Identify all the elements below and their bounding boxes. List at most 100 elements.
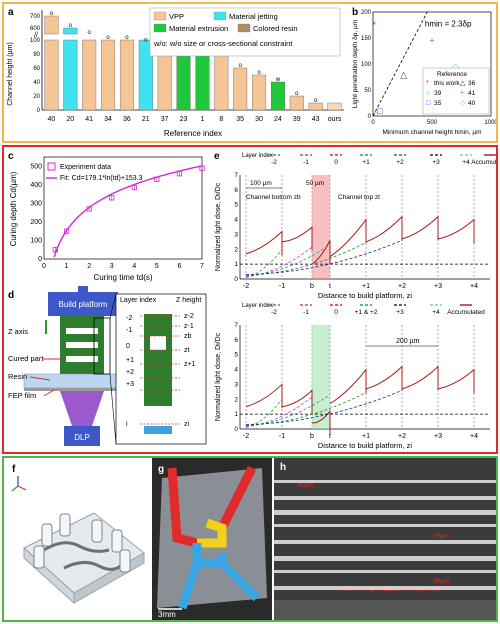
bar-40	[44, 39, 59, 111]
dose-x-tick: b	[310, 283, 314, 290]
bar-1	[195, 53, 210, 111]
dose-y-tick: 2	[234, 246, 238, 253]
curing-x-tick: 3	[110, 263, 114, 270]
layer-dose-curve	[245, 240, 403, 275]
legend-entry: this work	[434, 80, 460, 87]
legend-label: VPP	[169, 12, 184, 21]
legend-note: w/o: w/o size or cross-sectional constra…	[153, 39, 293, 48]
panel-c-label: c	[8, 151, 14, 162]
scatter-point-39: ○	[374, 108, 379, 118]
scatter-annotation: hmin = 2.3δp	[425, 20, 472, 29]
dose-x-tick: +1	[362, 433, 370, 440]
fit-line	[372, 11, 428, 117]
accumulated-curve	[245, 215, 475, 265]
bar-y-tick: 40	[33, 80, 40, 86]
curing-y-tick: 0	[38, 256, 42, 263]
dose-x-tick: -2	[243, 433, 249, 440]
bar-x-tick: 21	[142, 116, 150, 123]
bar-x-tick: 1	[200, 116, 204, 123]
dose-x-tick: -2	[243, 283, 249, 290]
dose-y-tick: 5	[234, 202, 238, 209]
light-beam	[60, 391, 104, 426]
curing-y-tick: 200	[30, 219, 42, 226]
dose-y-tick: 3	[234, 231, 238, 238]
printer-schematic: d Build platform DLP Z axis Cured part Resin F…	[8, 286, 207, 446]
bar-annotation: o	[295, 91, 299, 97]
panel-fgh-frame	[2, 456, 498, 622]
curing-x-tick: 6	[177, 263, 181, 270]
photo-g-device: g 3mm	[152, 458, 272, 620]
curing-legend: Experiment data Fit: Cd=179.1*ln(td)+153.…	[46, 162, 143, 182]
dose-x-tick: +3	[434, 433, 442, 440]
bar-x-tick: 30	[255, 116, 263, 123]
legend-marker: ○	[426, 90, 430, 97]
sem-channel-edge	[274, 480, 496, 483]
scatter-y-tick: 150	[361, 36, 372, 42]
sem-channel-edge	[274, 556, 496, 561]
dose-y-tick: 3	[234, 381, 238, 388]
dose-y-tick: 1	[234, 261, 238, 268]
fit-curve	[53, 165, 202, 258]
sem-channel-edge	[274, 540, 496, 544]
channel-top-label: Channel top zt	[338, 194, 380, 201]
bar-chart-channel-height: a Channel height (µm) Reference index 700 60…	[7, 7, 344, 138]
layer-dose-curve	[245, 390, 403, 425]
panel-cde-frame	[2, 145, 498, 454]
bar-21	[138, 39, 153, 111]
dose-y-label: Normalized light dose, Di/Dc	[215, 182, 222, 271]
bar-24	[270, 81, 285, 111]
axis-break-mark: //	[34, 32, 38, 39]
scatter-legend: Reference * this work △ 36 ○ 39 +41 □ 35 ◇ 40	[422, 67, 490, 115]
z-height-label: Z height	[176, 297, 201, 304]
legend-entry: Fit: Cd=179.1*ln(td)+153.3	[60, 175, 143, 182]
dose-x-tick: +4	[470, 433, 478, 440]
bar-y-tick: 80	[33, 52, 40, 58]
legend-swatch	[213, 11, 227, 21]
dose-x-tick: b	[310, 433, 314, 440]
curing-point	[52, 247, 58, 253]
curing-y-tick: 100	[30, 237, 42, 244]
dose-x-tick: t	[329, 433, 331, 440]
dose-y-label: Normalized light dose, Di/Dc	[215, 332, 222, 421]
legend-entry: -2	[271, 159, 277, 166]
layer-index: +3	[126, 381, 134, 388]
layer-dose-curve	[245, 246, 313, 278]
legend-entry: 0	[334, 309, 338, 316]
bar-x-tick: ours	[328, 116, 342, 123]
bar-y-tick: 700	[30, 14, 41, 20]
legend-entry: -1	[303, 309, 309, 316]
bar-annotation: o	[144, 37, 148, 43]
scatter-point-41: +	[429, 36, 434, 46]
bar-36	[119, 39, 134, 111]
bar-x-tick: 43	[312, 116, 320, 123]
layer-dose-curve	[245, 399, 283, 428]
dlp-source	[64, 426, 100, 446]
dose-x-tick: -1	[279, 433, 285, 440]
legend-marker: □	[426, 100, 431, 107]
bar-x-tick: 37	[161, 116, 169, 123]
legend-entry: 35	[434, 100, 442, 107]
dose-x-tick: +4	[470, 283, 478, 290]
legend-marker	[47, 162, 56, 171]
dose-y-tick: 2	[234, 396, 238, 403]
legend-entry: +1 & +2	[355, 309, 378, 316]
panel-g-label: g	[158, 464, 164, 475]
dose-y-tick: 0	[234, 426, 238, 433]
dose-x-tick: +2	[398, 283, 406, 290]
legend-entry: 40	[468, 100, 476, 107]
layer-dose-curve	[245, 244, 331, 277]
layer-dose-curve	[245, 396, 313, 428]
legend-entry: 41	[468, 90, 476, 97]
dose-x-tick: +2	[398, 433, 406, 440]
dim-50: 50 µm	[306, 180, 324, 187]
dose-y-tick: 7	[234, 172, 238, 179]
dose-y-tick: 0	[234, 276, 238, 283]
sem-channel-edge	[274, 524, 496, 527]
z-axis-label: Z axis	[8, 327, 28, 336]
layer-index-label: Layer index	[242, 153, 273, 159]
z-height-value: zb	[184, 333, 192, 340]
channel-shade	[312, 175, 330, 279]
cured-part-label: Cured part	[8, 354, 44, 363]
